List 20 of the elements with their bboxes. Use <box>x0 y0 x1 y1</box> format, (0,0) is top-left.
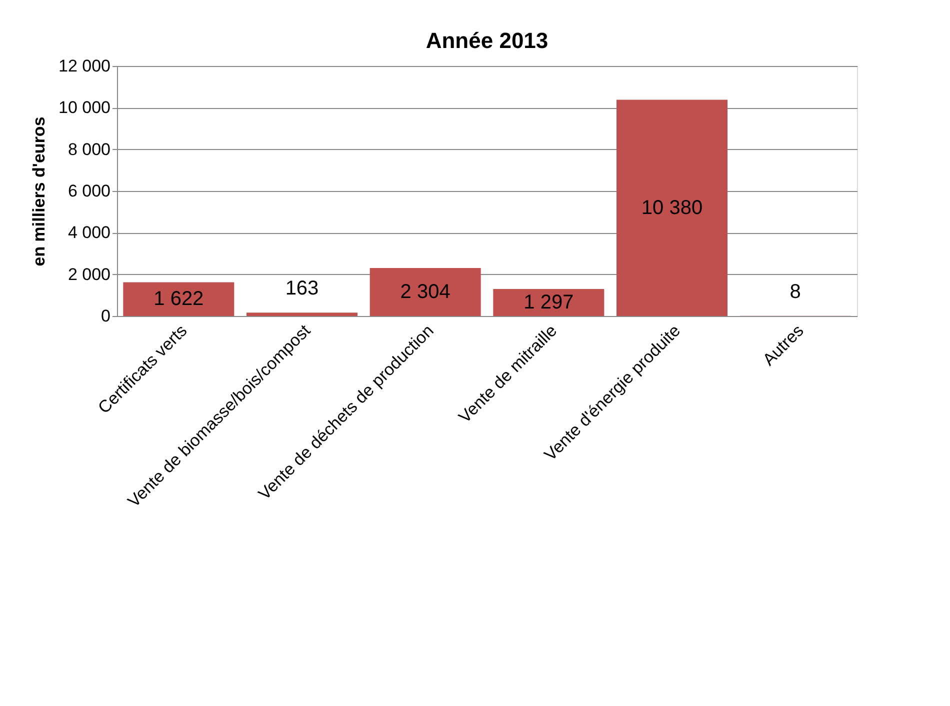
bar <box>616 100 728 316</box>
y-tick-label: 10 000 <box>58 98 110 118</box>
y-tick-label: 12 000 <box>58 56 110 76</box>
data-label: 2 304 <box>400 281 450 303</box>
y-tick-label: 4 000 <box>68 223 110 242</box>
y-axis-title: en milliers d'euros <box>30 116 49 266</box>
y-tick-label: 2 000 <box>68 264 110 284</box>
bar <box>123 282 234 316</box>
y-tick-label: 6 000 <box>68 182 110 200</box>
chart-title: Année 2013 <box>426 28 548 53</box>
data-label: 163 <box>285 278 319 300</box>
data-label: 8 <box>790 280 801 303</box>
bar <box>493 288 604 316</box>
data-label: 10 380 <box>641 196 703 219</box>
bar <box>246 312 358 316</box>
data-label: 1 622 <box>154 288 204 310</box>
bar <box>370 268 481 316</box>
y-tick-label: 8 000 <box>68 140 110 159</box>
y-tick-label: 0 <box>101 306 110 326</box>
data-label: 1 297 <box>524 291 574 314</box>
